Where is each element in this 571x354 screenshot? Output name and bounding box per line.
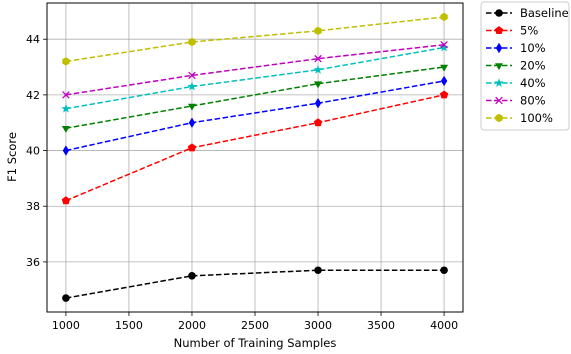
legend-marker [494,78,504,87]
data-point [187,81,197,91]
data-point [188,117,196,128]
data-point [439,42,449,52]
series-line [65,80,445,152]
x-axis: 1000 1500 2000 2500 3000 3500 4000 [52,312,458,332]
data-point [313,118,323,127]
series-line [65,46,445,110]
y-tick-label: 42 [26,89,40,102]
data-point [188,37,196,47]
data-point [439,90,449,99]
grid [47,3,463,312]
y-axis: 36 38 40 42 44 [26,33,47,269]
y-tick-label: 44 [26,33,40,46]
data-point [314,98,322,109]
y-tick-label: 36 [26,256,40,269]
data-point [188,272,196,280]
legend-marker [495,42,503,54]
data-point [62,91,70,99]
series-line [65,94,445,202]
y-tick-label: 38 [26,200,40,213]
legend-marker [495,113,503,123]
series-5-percent [61,90,449,205]
x-tick-label: 2000 [178,319,206,332]
legend-frame [480,1,570,131]
data-point [440,64,449,72]
legend-item: 100% [486,111,553,125]
data-point [314,26,322,36]
legend-label: Baseline [520,6,569,20]
series-line [65,66,445,130]
data-point [440,75,448,87]
series-10-percent [62,75,448,156]
series-20-percent [61,64,449,133]
legend-label: 5% [520,24,538,38]
x-tick-label: 3000 [304,319,332,332]
legend-marker [495,63,503,71]
x-tick-label: 1000 [52,319,80,332]
data-point [314,81,323,89]
legend-item: 80% [486,94,546,108]
legend-label: 20% [520,59,546,73]
series-baseline [62,266,448,302]
legend-label: 40% [520,76,546,90]
data-point [314,54,322,63]
legend-item: 40% [486,76,546,90]
legend-item: Baseline [486,6,569,20]
series-40-percent [61,42,449,113]
data-point [313,65,323,74]
series-lines [61,12,449,302]
x-tick-label: 4000 [430,319,458,332]
data-point [187,143,197,152]
x-tick-label: 1500 [115,319,143,332]
x-axis-title: Number of Training Samples [174,336,337,350]
legend-item: 10% [486,41,546,55]
series-line [65,269,445,299]
data-point [61,125,70,133]
data-point [440,266,448,275]
legend-marker [495,96,503,105]
data-point [62,145,70,156]
data-point [187,103,196,111]
data-point [61,196,71,205]
legend-item: 5% [486,24,538,38]
data-point [440,40,448,49]
data-point [62,294,70,302]
legend-label: 10% [520,41,546,55]
x-tick-label: 3500 [367,319,395,332]
data-point [62,57,70,66]
x-tick-label: 2500 [241,319,269,332]
y-tick-label: 40 [26,145,40,158]
legend-item: 20% [486,59,546,73]
series-80-percent [62,40,448,99]
legend: Baseline 5% 10% 20% 40% 80% 100% [480,1,570,131]
data-point [188,71,196,80]
data-point [440,12,448,22]
legend-marker [495,9,503,17]
legend-label: 80% [520,94,546,108]
data-point [314,266,322,275]
series-100-percent [62,12,448,66]
legend-label: 100% [520,111,553,125]
data-point [61,103,71,113]
y-axis-title: F1 Score [5,132,19,182]
legend-marker [494,26,504,35]
